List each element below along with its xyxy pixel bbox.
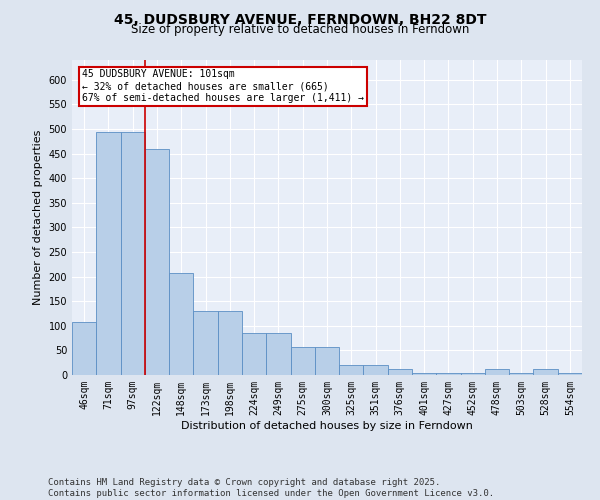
Text: 45 DUDSBURY AVENUE: 101sqm
← 32% of detached houses are smaller (665)
67% of sem: 45 DUDSBURY AVENUE: 101sqm ← 32% of deta… bbox=[82, 70, 364, 102]
Bar bbox=[412, 372, 436, 375]
Bar bbox=[290, 347, 315, 375]
Bar bbox=[388, 368, 412, 375]
X-axis label: Distribution of detached houses by size in Ferndown: Distribution of detached houses by size … bbox=[181, 420, 473, 430]
Bar bbox=[509, 372, 533, 375]
Bar bbox=[72, 322, 96, 375]
Bar bbox=[96, 132, 121, 375]
Text: Contains HM Land Registry data © Crown copyright and database right 2025.
Contai: Contains HM Land Registry data © Crown c… bbox=[48, 478, 494, 498]
Bar bbox=[485, 369, 509, 375]
Bar bbox=[339, 365, 364, 375]
Bar bbox=[558, 372, 582, 375]
Bar bbox=[242, 333, 266, 375]
Bar bbox=[169, 273, 193, 375]
Y-axis label: Number of detached properties: Number of detached properties bbox=[33, 130, 43, 305]
Bar bbox=[193, 311, 218, 375]
Bar bbox=[218, 311, 242, 375]
Bar bbox=[461, 372, 485, 375]
Text: 45, DUDSBURY AVENUE, FERNDOWN, BH22 8DT: 45, DUDSBURY AVENUE, FERNDOWN, BH22 8DT bbox=[114, 12, 486, 26]
Bar bbox=[145, 148, 169, 375]
Bar bbox=[364, 365, 388, 375]
Bar bbox=[266, 333, 290, 375]
Bar bbox=[533, 369, 558, 375]
Bar bbox=[315, 347, 339, 375]
Bar bbox=[121, 132, 145, 375]
Bar bbox=[436, 372, 461, 375]
Text: Size of property relative to detached houses in Ferndown: Size of property relative to detached ho… bbox=[131, 22, 469, 36]
